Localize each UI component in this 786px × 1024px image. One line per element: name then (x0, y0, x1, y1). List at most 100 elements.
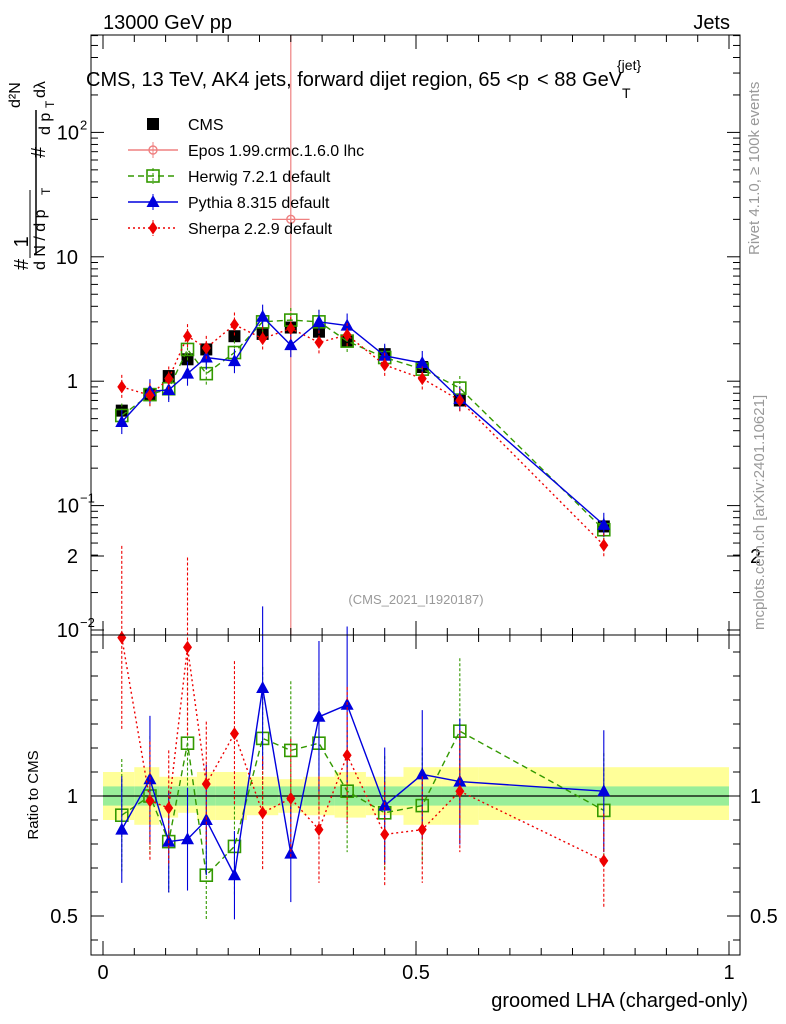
analysis-tag: (CMS_2021_I1920187) (348, 592, 483, 607)
pythia-point (181, 366, 195, 379)
ratio-sherpa-point (117, 631, 127, 645)
ratio-pythia-point (227, 868, 241, 881)
sherpa-point (145, 388, 155, 402)
title-pt: p (518, 69, 529, 91)
cms-point (228, 330, 241, 343)
sherpa-point (201, 341, 211, 355)
pythia-point (415, 356, 429, 369)
pythia-point (227, 354, 241, 367)
ratio-sherpa-point (183, 640, 193, 654)
ratio-sherpa-point (342, 748, 352, 762)
x-tick-label: 0.5 (402, 962, 430, 984)
ratio-pythia-point (312, 709, 326, 722)
svg-text:# 1: # 1 (11, 236, 33, 270)
sherpa-point (286, 322, 296, 336)
pythia-point (115, 414, 129, 427)
sherpa-point (117, 380, 127, 394)
svg-text:#: # (28, 146, 50, 158)
ratio-pythia-point (415, 767, 429, 780)
y-tick-label: 10 (56, 247, 78, 269)
legend-marker-cms (147, 118, 159, 130)
ratio-pythia-point (256, 681, 270, 693)
sherpa-point (599, 538, 609, 552)
legend-marker-herwig (146, 169, 160, 183)
sherpa-point (229, 318, 239, 332)
ratio-pythia-point (284, 846, 298, 859)
header-right: Jets (693, 12, 730, 34)
ratio-y-tick-label-right: 0.5 (750, 906, 778, 928)
header-left: 13000 GeV pp (103, 12, 232, 34)
ratio-sherpa-point (229, 727, 239, 741)
y-tick-label: 10 (57, 122, 79, 144)
pythia-point (256, 309, 270, 322)
svg-text:CMS, 13 TeV, AK4 jets, forward: CMS, 13 TeV, AK4 jets, forward dijet reg… (86, 69, 623, 91)
pythia-point (597, 517, 611, 530)
svg-text:T: T (43, 100, 57, 108)
legend-label-herwig: Herwig 7.2.1 default (188, 169, 331, 186)
ratio-sherpa-point (380, 827, 390, 841)
ratio-y-tick-label: 1 (67, 786, 78, 808)
ratio-sherpa-point (258, 806, 268, 820)
ratio-herwig-point (180, 736, 195, 751)
ratio-sherpa-point (201, 777, 211, 791)
y-tick-label: 10 (57, 496, 79, 518)
y-tick-label: 10 (57, 620, 79, 642)
sherpa-point (164, 372, 174, 386)
sherpa-point (380, 358, 390, 372)
legend-label-pythia: Pythia 8.315 default (188, 195, 330, 212)
header-layer: 13000 GeV pp Jets (103, 12, 730, 34)
y-tick-label-exp: 2 (80, 117, 87, 132)
main-series-layer (114, 35, 611, 635)
sherpa-point (342, 328, 352, 342)
y-tick-label-exp: −2 (80, 615, 95, 630)
legend-label-sherpa: Sherpa 2.2.9 default (188, 221, 333, 238)
sherpa-line (121, 323, 605, 546)
title-pt-sub: T (622, 85, 631, 101)
ratio-sherpa-point (417, 823, 427, 837)
svg-text:d²N: d²N (7, 82, 24, 108)
plot-title: CMS, 13 TeV, AK4 jets, forward dijet reg… (86, 57, 641, 101)
ratio-sherpa-point (164, 801, 174, 815)
legend-marker-pythia (146, 195, 160, 207)
legend-label-cms: CMS (188, 117, 224, 134)
ratio-pythia-point (181, 832, 195, 845)
side-mcplots: mcplots.cern.ch [arXiv:2401.10621] (751, 395, 768, 630)
sherpa-point (258, 332, 268, 346)
ratio-sherpa-point (314, 823, 324, 837)
ratio-herwig-line (121, 730, 605, 877)
svg-text:T: T (39, 187, 53, 195)
sherpa-point (417, 372, 427, 386)
legend-marker-sherpa (148, 221, 158, 235)
ratio-pythia-point (597, 784, 611, 797)
side-rivet: Rivet 4.1.0, ≥ 100k events (746, 82, 763, 255)
ratio-y-tick-label: 0.5 (50, 906, 78, 928)
ratio-sherpa-point (599, 854, 609, 868)
ratio-sherpa-point (145, 794, 155, 808)
ratio-panel-background (103, 767, 729, 825)
legend-label-epos: Epos 1.99.crmc.1.6.0 lhc (188, 143, 364, 160)
ratio-ylabel: Ratio to CMS (25, 750, 42, 839)
title-tail: < 88 GeV (537, 69, 623, 91)
x-tick-label: 0 (97, 962, 108, 984)
ratio-axes: 0.5 0.5 1 1 2 2 0 0.5 1 (50, 546, 778, 984)
y-tick-label-exp: −1 (80, 491, 95, 506)
sherpa-point (314, 335, 324, 349)
ratio-sherpa-point (455, 784, 465, 798)
sherpa-point (183, 329, 193, 343)
ratio-y-tick-label-right: 2 (750, 546, 761, 568)
pythia-point (312, 314, 326, 327)
pythia-point (284, 338, 298, 351)
svg-text:d p: d p (37, 113, 54, 135)
svg-text:d N / d p: d N / d p (32, 209, 49, 270)
pythia-line (121, 315, 605, 526)
ratio-pythia-point (115, 822, 129, 835)
x-axis-label: groomed LHA (charged-only) (491, 990, 748, 1012)
ratio-sherpa-point (286, 791, 296, 805)
y-axis-label-main: # 1 d N / d p T # d p T dλ d²N (7, 81, 57, 270)
ratio-y-tick-label: 2 (67, 546, 78, 568)
x-tick-label: 1 (723, 962, 734, 984)
y-tick-label: 1 (67, 371, 78, 393)
svg-text:dλ: dλ (32, 81, 49, 98)
